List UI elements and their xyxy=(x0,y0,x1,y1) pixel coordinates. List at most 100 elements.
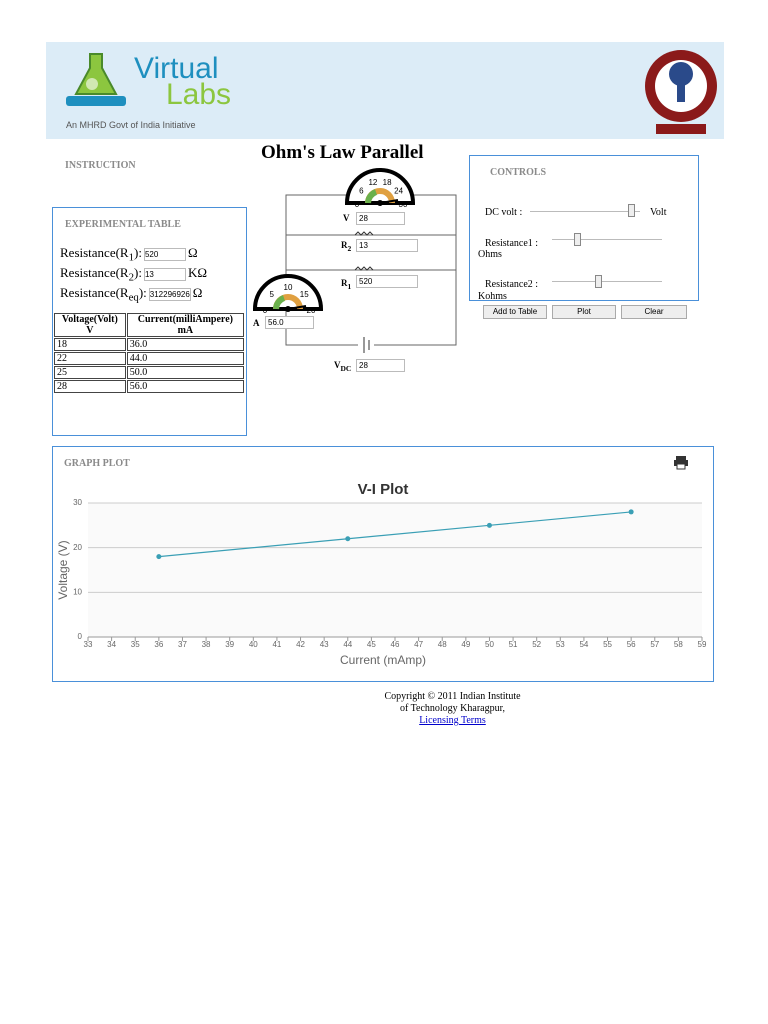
label: V xyxy=(334,360,341,370)
slider[interactable] xyxy=(530,211,640,212)
label-sub: 1 xyxy=(347,281,352,291)
resistance-unit: Ω xyxy=(187,245,198,260)
meter-pivot xyxy=(285,306,291,312)
table-cell: 18 xyxy=(54,338,126,351)
meter-scale-label: 5 xyxy=(270,290,275,299)
x-tick-label: 53 xyxy=(556,640,565,649)
footer: Copyright © 2011 Indian Institute of Tec… xyxy=(300,691,605,727)
data-table: Voltage(Volt) V Current(milliAmpere) mA 18… xyxy=(53,312,245,394)
meter-scale-label: 10 xyxy=(284,283,293,292)
resistance-unit: Ω xyxy=(192,285,203,300)
meter-scale-label: 15 xyxy=(300,290,309,299)
column-header: Voltage(Volt) V xyxy=(54,313,126,337)
label: R2 xyxy=(341,240,351,253)
header-unit: mA xyxy=(177,325,194,336)
r2-field: 13 xyxy=(356,239,418,252)
x-tick-label: 39 xyxy=(225,640,234,649)
slider-thumb[interactable] xyxy=(574,233,581,246)
x-tick-label: 48 xyxy=(438,640,447,649)
slider[interactable] xyxy=(552,281,662,282)
x-tick-label: 50 xyxy=(485,640,494,649)
vdc-field: 28 xyxy=(356,359,405,372)
logo-word: Virtual xyxy=(134,52,219,85)
print-icon[interactable] xyxy=(673,455,689,470)
x-tick-label: 59 xyxy=(698,640,707,649)
button[interactable]: Clear xyxy=(621,305,687,319)
data-point xyxy=(156,554,162,560)
experiment-panel xyxy=(52,207,247,436)
table-cell: 28 xyxy=(54,380,126,393)
x-tick-label: 42 xyxy=(296,640,305,649)
logo-icon xyxy=(66,53,126,106)
chart-title: V-I Plot xyxy=(358,481,409,498)
y-tick-label: 20 xyxy=(73,543,82,552)
meter-scale-label: 30 xyxy=(399,200,408,209)
x-tick-label: 52 xyxy=(532,640,541,649)
x-tick-label: 55 xyxy=(603,640,612,649)
label: R1 xyxy=(341,278,351,291)
y-axis-label: Voltage (V) xyxy=(56,540,70,599)
x-tick-label: 54 xyxy=(579,640,588,649)
y-tick-label: 30 xyxy=(73,498,82,507)
meter-scale-label: 20 xyxy=(307,306,316,315)
tagline: An MHRD Govt of India Initiative xyxy=(66,120,196,130)
x-tick-label: 58 xyxy=(674,640,683,649)
meter-scale-label: 0 xyxy=(263,306,268,315)
x-tick-label: 57 xyxy=(650,640,659,649)
footer-text: of Technology Kharagpur, xyxy=(399,703,506,714)
table-row: 28 56.0 xyxy=(54,380,244,393)
instruction-link[interactable]: INSTRUCTION xyxy=(65,160,136,171)
table-cell: 56.0 xyxy=(126,380,244,393)
meter-band xyxy=(365,189,378,204)
x-tick-label: 56 xyxy=(627,640,636,649)
resistance-row: Resistance(R1): 520 Ω xyxy=(60,245,198,264)
table-row: 18 36.0 xyxy=(54,338,244,351)
header-text: Voltage(Volt) xyxy=(61,314,118,325)
slider-thumb[interactable] xyxy=(628,204,635,217)
institute-emblem xyxy=(645,50,717,134)
x-tick-label: 36 xyxy=(154,640,163,649)
button[interactable]: Add to Table xyxy=(483,305,547,319)
label: A xyxy=(253,318,260,328)
voltmeter-reading: 28 xyxy=(356,212,405,225)
x-tick-label: 35 xyxy=(131,640,140,649)
license-link[interactable]: Licensing Terms xyxy=(419,715,486,726)
resistance-label: ): xyxy=(134,265,142,280)
header-unit: V xyxy=(86,325,94,336)
slider[interactable] xyxy=(552,239,662,240)
control-unit: Volt xyxy=(650,207,667,218)
resistance-unit: KΩ xyxy=(187,265,208,280)
meter-band xyxy=(273,295,286,310)
meter-body xyxy=(344,168,416,205)
meter-scale-label: 18 xyxy=(383,178,392,187)
controls-panel xyxy=(469,155,699,301)
control-label: Resistance2 : xyxy=(485,279,539,290)
resistance-input: 520 xyxy=(143,247,186,261)
label: R xyxy=(341,278,348,288)
footer-text: Copyright © 2011 Indian Institute xyxy=(384,691,521,702)
table-cell: 36.0 xyxy=(126,338,244,351)
button[interactable]: Plot xyxy=(552,305,616,319)
section-title: EXPERIMENTAL TABLE xyxy=(65,219,181,230)
resistance-label: Resistance(R xyxy=(60,285,129,300)
meter-body xyxy=(252,274,324,311)
x-axis-label: Current (mAmp) xyxy=(340,653,426,667)
control-unit: Ohms xyxy=(478,249,502,260)
section-title: CONTROLS xyxy=(490,167,547,178)
slider-thumb[interactable] xyxy=(595,275,602,288)
header-text: Current(milliAmpere) xyxy=(137,314,233,325)
x-tick-label: 46 xyxy=(391,640,400,649)
plot-area xyxy=(88,503,702,637)
resistance-sub: 1 xyxy=(128,251,135,264)
x-tick-label: 38 xyxy=(202,640,211,649)
resistance-label: ): xyxy=(138,285,147,300)
label: V xyxy=(343,213,350,223)
table-row: 25 50.0 xyxy=(54,366,244,379)
control-label: DC volt : xyxy=(485,207,523,218)
chart: V-I Plot Current (mAmp) Voltage (V) 0 10 2… xyxy=(56,481,707,667)
meter-scale-label: 12 xyxy=(368,178,377,187)
page-title: Ohm's Law Parallel xyxy=(261,142,424,163)
x-tick-label: 44 xyxy=(343,640,352,649)
